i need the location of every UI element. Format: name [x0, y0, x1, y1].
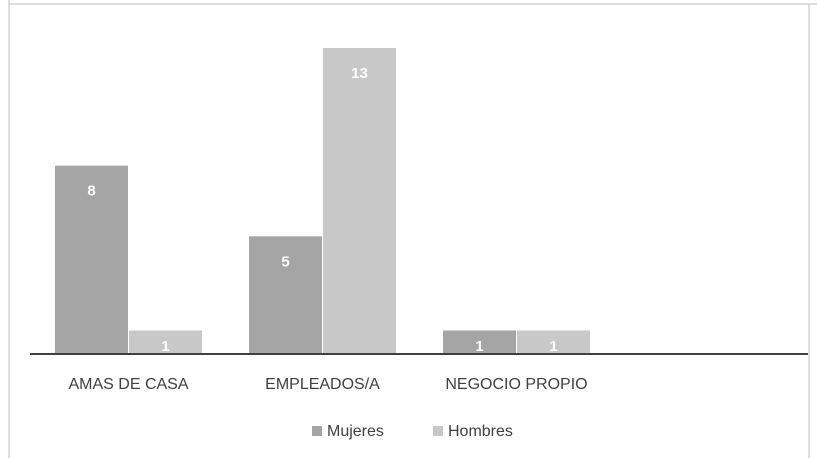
bar-hombres-amas-de-casa	[129, 330, 202, 354]
bar-hombres-empleados-a	[323, 48, 396, 354]
data-label-mujeres-negocio-propio: 1	[475, 338, 483, 355]
bar-mujeres-negocio-propio	[443, 330, 516, 354]
data-label-hombres-empleados-a: 13	[351, 65, 368, 82]
data-label-mujeres-amas-de-casa: 8	[87, 183, 95, 200]
bar-mujeres-empleados-a	[249, 236, 322, 354]
bars-layer	[55, 48, 590, 354]
chart-frame	[8, 0, 817, 458]
bar-mujeres-amas-de-casa	[55, 165, 128, 354]
category-labels-layer: AMAS DE CASA EMPLEADOS/A NEGOCIO PROPIO	[68, 376, 587, 393]
category-label-empleados-a: EMPLEADOS/A	[265, 376, 380, 393]
bar-hombres-negocio-propio	[517, 330, 590, 354]
legend-label-hombres: Hombres	[448, 423, 513, 440]
legend-swatch-hombres	[433, 426, 443, 436]
data-labels-layer: 8 1 5 13 1 1	[87, 65, 557, 355]
category-label-amas-de-casa: AMAS DE CASA	[68, 376, 188, 393]
legend-swatch-mujeres	[312, 426, 322, 436]
data-label-hombres-amas-de-casa: 1	[161, 338, 169, 355]
data-label-hombres-negocio-propio: 1	[549, 338, 557, 355]
legend-label-mujeres: Mujeres	[327, 423, 384, 440]
legend: Mujeres Hombres	[312, 423, 513, 440]
data-label-mujeres-empleados-a: 5	[281, 253, 289, 270]
category-label-negocio-propio: NEGOCIO PROPIO	[445, 376, 587, 393]
